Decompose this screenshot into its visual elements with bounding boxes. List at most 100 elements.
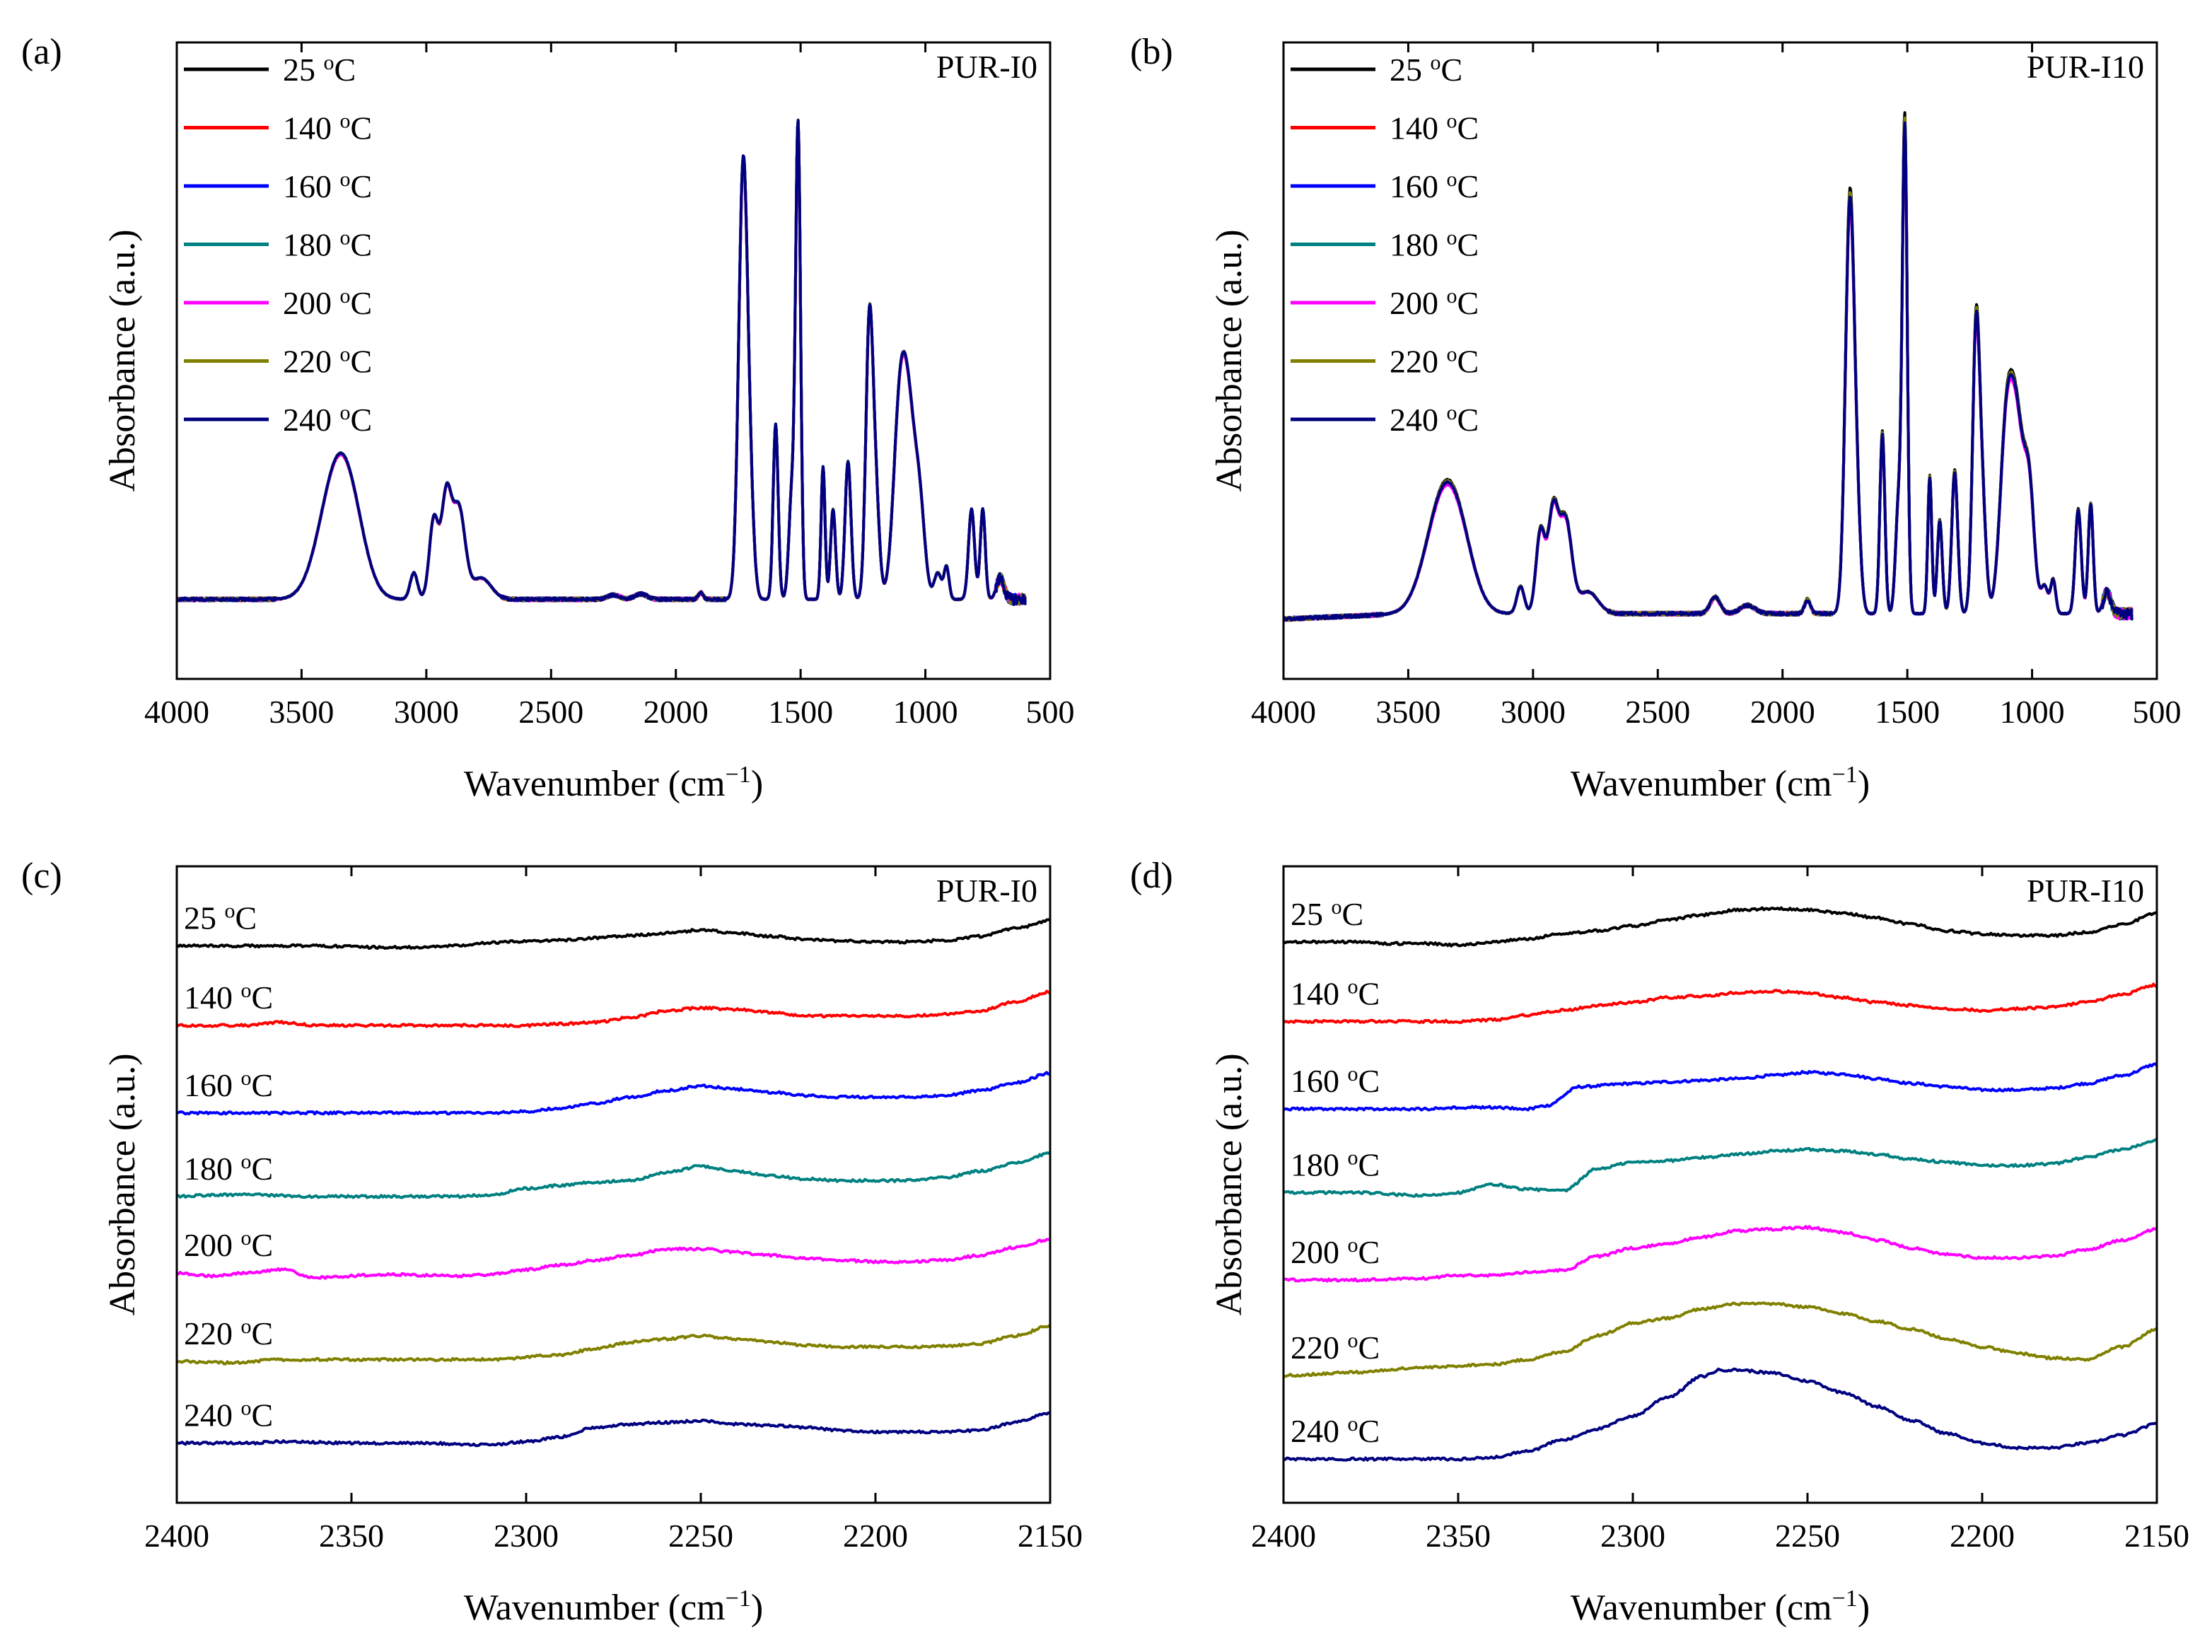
series-label-d-3: 180 oC (1291, 1146, 1380, 1183)
panel-d: (d) PUR-I10 25 oC 140 oC 160 oC 180 oC 200 oC 2… (1130, 856, 2189, 1628)
legend-label-b-1: 140 oC (1390, 109, 1479, 146)
legend-label-a-4: 200 oC (283, 284, 372, 322)
series-line-b-6 (1283, 121, 2134, 622)
series-line-d-0 (1283, 906, 2157, 948)
series-line-c-5 (177, 1324, 1050, 1366)
series-group-b (1283, 111, 2134, 622)
x-axis-label-a: Wavenumber (cm−1) (464, 762, 763, 804)
series-group-c (177, 918, 1050, 1448)
plot-frame-d (1282, 865, 2158, 1504)
x-tick-label-a-5: 1500 (768, 694, 833, 730)
x-tick-label-b-6: 1000 (2000, 694, 2065, 730)
legend-label-b-3: 180 oC (1390, 226, 1479, 263)
sample-name-c: PUR-I0 (936, 873, 1037, 909)
x-tick-label-a-6: 1000 (893, 694, 958, 730)
x-tick-label-b-0: 4000 (1251, 694, 1316, 730)
x-tick-label-b-3: 2500 (1625, 694, 1690, 730)
x-tick-label-c-2: 2300 (494, 1518, 559, 1554)
panel-label-c: (c) (21, 856, 62, 896)
y-axis-label-d: Absorbance (a.u.) (1209, 1053, 1250, 1315)
series-label-c-5: 220 oC (184, 1314, 273, 1351)
x-tick-label-d-3: 2250 (1775, 1518, 1840, 1554)
series-line-d-4 (1283, 1225, 2157, 1283)
series-line-c-1 (177, 989, 1050, 1028)
x-tick-label-c-0: 2400 (144, 1518, 209, 1554)
series-label-c-6: 240 oC (184, 1396, 273, 1433)
series-label-d-1: 140 oC (1291, 975, 1380, 1012)
legend-label-b-6: 240 oC (1390, 401, 1479, 438)
x-tick-label-a-2: 3000 (394, 694, 459, 730)
sample-name-a: PUR-I0 (936, 49, 1037, 85)
series-group-d (1283, 906, 2157, 1462)
x-tick-label-b-1: 3500 (1375, 694, 1440, 730)
series-line-c-3 (177, 1151, 1050, 1199)
series-line-c-4 (177, 1238, 1050, 1280)
x-tick-label-b-5: 1500 (1875, 694, 1940, 730)
panel-b: (b) PUR-I10 25 oC 140 oC 160 oC 180 oC 200 oC 2… (1130, 32, 2182, 804)
series-label-d-5: 220 oC (1291, 1329, 1380, 1366)
y-axis-label-b: Absorbance (a.u.) (1209, 229, 1250, 491)
plot-frame-a (175, 41, 1052, 680)
series-line-c-2 (177, 1071, 1050, 1116)
x-tick-label-d-4: 2200 (1950, 1518, 2015, 1554)
x-tick-label-c-4: 2200 (843, 1518, 908, 1554)
series-line-d-6 (1283, 1367, 2157, 1462)
sample-name-b: PUR-I10 (2027, 49, 2144, 85)
series-line-c-6 (177, 1411, 1050, 1448)
x-tick-label-b-4: 2000 (1750, 694, 1815, 730)
series-label-c-2: 160 oC (184, 1066, 273, 1103)
legend-label-a-1: 140 oC (283, 109, 372, 146)
x-tick-label-d-0: 2400 (1251, 1518, 1316, 1554)
x-tick-label-c-1: 2350 (319, 1518, 384, 1554)
legend-label-a-0: 25 oC (283, 51, 356, 88)
series-label-c-4: 200 oC (184, 1226, 273, 1263)
series-line-a-6 (177, 119, 1027, 606)
legend-label-a-5: 220 oC (283, 342, 372, 380)
x-tick-label-b-7: 500 (2133, 694, 2182, 730)
legend-label-b-5: 220 oC (1390, 342, 1479, 380)
x-axis-label-b: Wavenumber (cm−1) (1571, 762, 1870, 804)
panel-label-d: (d) (1130, 856, 1173, 896)
sample-name-d: PUR-I10 (2027, 873, 2144, 909)
series-line-d-1 (1283, 982, 2157, 1025)
panel-label-a: (a) (21, 32, 62, 72)
series-label-d-6: 240 oC (1291, 1412, 1380, 1450)
plot-frame-b (1282, 41, 2158, 680)
series-line-d-2 (1283, 1062, 2157, 1112)
panel-label-b: (b) (1130, 32, 1173, 72)
x-tick-label-b-2: 3000 (1501, 694, 1566, 730)
x-tick-label-a-7: 500 (1026, 694, 1075, 730)
series-label-c-1: 140 oC (184, 979, 273, 1016)
series-line-d-5 (1283, 1301, 2157, 1378)
x-tick-label-c-3: 2250 (668, 1518, 733, 1554)
series-label-c-3: 180 oC (184, 1149, 273, 1187)
x-axis-label-d: Wavenumber (cm−1) (1571, 1586, 1870, 1628)
x-tick-label-a-1: 3500 (269, 694, 334, 730)
y-axis-label-a: Absorbance (a.u.) (103, 229, 143, 491)
legend-label-a-3: 180 oC (283, 226, 372, 263)
panel-a: (a) PUR-I0 25 oC 140 oC 160 oC 180 oC 200 oC 22… (21, 32, 1075, 804)
x-tick-label-d-5: 2150 (2124, 1518, 2189, 1554)
plot-frame-c (175, 865, 1052, 1504)
series-line-d-3 (1283, 1137, 2157, 1198)
x-tick-label-d-2: 2300 (1600, 1518, 1665, 1554)
legend-label-a-6: 240 oC (283, 401, 372, 438)
legend-label-b-2: 160 oC (1390, 168, 1479, 205)
series-label-d-0: 25 oC (1291, 895, 1363, 932)
series-line-c-0 (177, 918, 1050, 950)
y-axis-label-c: Absorbance (a.u.) (103, 1053, 143, 1315)
legend-label-b-0: 25 oC (1390, 51, 1462, 88)
series-label-d-4: 200 oC (1291, 1233, 1380, 1271)
series-group-a (177, 118, 1027, 606)
x-tick-label-a-3: 2500 (518, 694, 583, 730)
series-label-c-0: 25 oC (184, 899, 257, 936)
panel-c: (c) PUR-I0 25 oC 140 oC 160 oC 180 oC 200 oC 22… (21, 856, 1083, 1628)
legend-label-a-2: 160 oC (283, 168, 372, 205)
x-tick-label-a-4: 2000 (644, 694, 709, 730)
x-tick-label-d-1: 2350 (1426, 1518, 1491, 1554)
x-tick-label-a-0: 4000 (144, 694, 209, 730)
series-label-d-2: 160 oC (1291, 1062, 1380, 1100)
x-axis-label-c: Wavenumber (cm−1) (464, 1586, 763, 1628)
legend-label-b-4: 200 oC (1390, 284, 1479, 322)
